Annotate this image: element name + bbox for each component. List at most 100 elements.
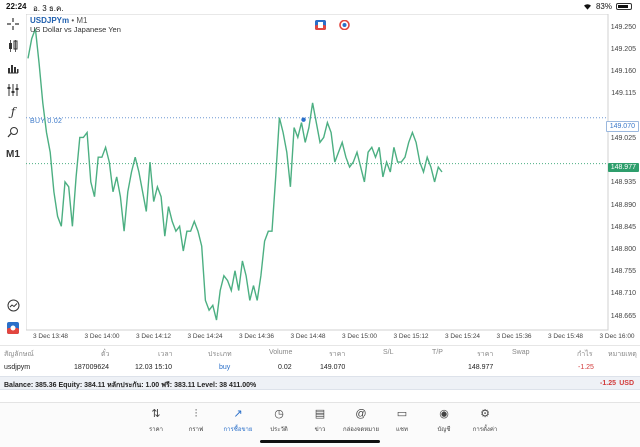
status-right: 83% [583,2,632,11]
home-indicator[interactable] [260,440,380,443]
x-tick-label: 3 Dec 14:00 [84,333,120,340]
y-tick-label: 149.250 [610,23,636,31]
balance-bar: Balance: 385.36 Equity: 384.11 หลักประกั… [0,376,640,390]
wifi-icon [583,4,591,10]
col-ticket: ตั๋ว [101,351,110,358]
tab-news[interactable]: ▤ ข่าว [300,407,340,434]
buy-price-tag: 149.070 [605,121,639,132]
x-tick-label: 3 Dec 15:48 [548,333,584,340]
market-depth-icon[interactable] [5,297,21,313]
col-sl: S/L [383,349,394,356]
balance-text: Balance: 385.36 Equity: 384.11 หลักประกั… [4,382,257,389]
y-tick-label: 148.710 [610,290,636,298]
tab-chat-label: แชท [396,427,408,433]
y-tick-label: 148.935 [610,179,636,187]
x-tick-label: 3 Dec 15:00 [342,333,378,340]
tab-chart-label: กราฟ [188,427,204,433]
tab-settings-label: การตั้งค่า [472,427,498,433]
tab-account-label: บัญชี [437,427,451,433]
position-profit: -1.25 [578,364,594,371]
col-comment: หมายเหตุ [608,351,637,358]
entry-marker [301,117,306,122]
chart-icon: ⫶ [194,408,198,420]
function-icon[interactable]: ƒ [10,105,16,119]
y-tick-label: 148.755 [610,268,636,276]
x-tick-label: 3 Dec 14:24 [187,333,223,340]
timeframe-button[interactable]: M1 [6,148,20,160]
tab-trade-label: การซื้อขาย [223,427,253,433]
signal-icon[interactable] [339,20,350,30]
settings-icon: ⚙ [480,408,490,420]
account-currency: USD [619,380,634,387]
col-time: เวลา [158,351,173,358]
x-tick-label: 3 Dec 16:00 [599,333,635,340]
trade-flag-icon[interactable] [315,20,326,30]
price-chart[interactable]: USDJPYm • M1 US Dollar vs Japanese Yen B… [26,14,640,344]
y-tick-label: 148.800 [610,246,636,253]
col-price: ราคา [329,351,346,358]
symbol-name: USDJPYm [30,16,70,25]
tab-trade[interactable]: ↗ การซื้อขาย [218,407,258,434]
y-tick-label: 149.205 [610,46,636,54]
position-ticket: 187009624 [74,364,110,371]
chart-toolbar: ƒ M1 [0,14,26,334]
col-current-price: ราคา [477,351,494,358]
x-tick-label: 3 Dec 13:48 [33,333,69,340]
col-swap: Swap [512,349,530,356]
position-row[interactable]: usdjpym 187009624 12.03 15:10 buy 0.02 1… [0,361,640,375]
position-open-price: 149.070 [320,364,346,371]
position-time: 12.03 15:10 [135,364,172,371]
tab-chat[interactable]: ▭ แชท [382,407,422,434]
indicators-icon[interactable] [5,38,21,54]
plot-frame [26,14,609,331]
tab-account[interactable]: ◉ บัญชี [424,407,464,434]
col-profit: กำไร [577,351,593,358]
settings-sliders-icon[interactable] [5,82,21,98]
y-tick-label: 148.890 [610,201,636,209]
news-icon: ▤ [314,408,326,420]
x-tick-label: 3 Dec 15:24 [445,333,481,340]
price-series-line [27,28,443,321]
battery-percent: 83% [595,2,612,11]
crosshair-icon[interactable] [5,16,21,32]
history-icon: ◷ [274,408,284,420]
positions-header: สัญลักษณ์ ตั๋ว เวลา ประเภท Volume ราคา S… [0,345,640,359]
trade-icon: ↗ [233,408,243,420]
tab-history-label: ประวัติ [270,427,288,433]
x-tick-label: 3 Dec 14:48 [290,333,326,340]
y-tick-label: 149.115 [611,90,636,98]
total-profit: -1.25 [600,380,616,387]
tab-quotes-label: ราคา [149,427,163,433]
chart-type-icon[interactable] [5,60,21,76]
tab-quotes[interactable]: ⇅ ราคา [136,407,176,434]
chat-icon: ▭ [396,408,408,420]
x-tick-label: 3 Dec 15:12 [393,333,429,340]
bid-price-tag: 148.977 [607,163,639,172]
x-tick-label: 3 Dec 14:12 [136,333,172,340]
symbol-timeframe: • M1 [71,16,88,25]
mailbox-icon: @ [355,408,367,420]
col-tp: T/P [432,349,443,356]
col-volume: Volume [269,349,293,356]
y-tick-label: 149.160 [610,68,636,76]
position-current-price: 148.977 [468,364,494,371]
tab-history[interactable]: ◷ ประวัติ [259,407,299,434]
col-type: ประเภท [208,351,232,358]
tab-mailbox[interactable]: @ กล่องจดหมาย [341,407,381,434]
battery-icon [616,3,632,10]
one-click-trading-icon[interactable] [5,320,21,336]
tab-settings[interactable]: ⚙ การตั้งค่า [465,407,505,434]
objects-icon[interactable] [5,124,21,140]
col-symbol: สัญลักษณ์ [4,351,34,358]
tab-mailbox-label: กล่องจดหมาย [342,427,380,433]
position-symbol: usdjpym [4,364,31,371]
chart-symbol: USDJPYm • M1 [30,16,88,25]
chart-canvas[interactable] [26,14,640,344]
tab-chart[interactable]: ⫶ กราฟ [176,407,216,434]
bottom-tab-bar: ⇅ ราคา ⫶ กราฟ ↗ การซื้อขาย ◷ ประวัติ ▤ ข… [0,402,640,447]
x-tick-label: 3 Dec 15:36 [496,333,532,340]
tab-news-label: ข่าว [314,427,326,433]
y-tick-label: 148.665 [610,312,636,320]
account-icon: ◉ [439,408,449,420]
status-date: อ. 3 ธ.ค. [33,4,64,13]
